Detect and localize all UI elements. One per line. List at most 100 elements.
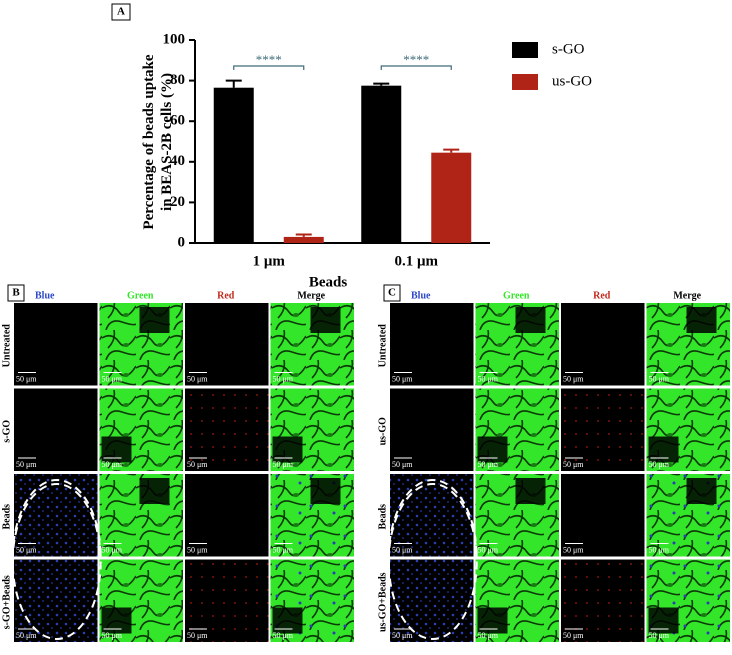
micrograph	[390, 388, 474, 471]
scale-bar-label: 50 μm	[563, 374, 584, 383]
micrograph	[14, 303, 98, 386]
significance-bracket	[233, 65, 305, 70]
column-header: Green	[503, 290, 530, 301]
row-label: us-GO	[377, 417, 388, 446]
panel-label-box	[7, 284, 25, 302]
bar	[213, 87, 254, 243]
scale-bar-label: 50 μm	[649, 545, 670, 554]
row-label: Beads	[377, 504, 388, 530]
y-tick-label: 60	[170, 113, 185, 129]
column-header: Merge	[673, 290, 701, 301]
micrograph-gap	[477, 436, 508, 463]
significance-label: ****	[256, 52, 282, 67]
legend-label: us-GO	[552, 73, 592, 89]
scale-bar-label: 50 μm	[392, 545, 413, 554]
panel-label-box	[383, 284, 401, 302]
legend-swatch	[512, 74, 538, 90]
scale-bar-label: 50 μm	[16, 545, 37, 554]
micrograph-gap	[477, 607, 508, 634]
y-axis-label-line: Percentage of beads uptake	[141, 54, 157, 229]
micrograph-gap	[139, 478, 170, 504]
significance-bracket	[380, 65, 452, 70]
scale-bar-label: 50 μm	[649, 374, 670, 383]
micrograph-gap	[272, 436, 303, 463]
micrograph	[390, 474, 474, 557]
micrograph	[561, 474, 645, 557]
scale-bar-label: 50 μm	[649, 631, 670, 640]
scale-bar-label: 50 μm	[102, 374, 123, 383]
micrograph-gap	[272, 607, 303, 634]
scale-bar-label: 50 μm	[102, 631, 123, 640]
scale-bar-label: 50 μm	[392, 460, 413, 469]
micrograph	[561, 303, 645, 386]
micrograph	[390, 303, 474, 386]
scale-bar-label: 50 μm	[478, 631, 499, 640]
scale-bar-label: 50 μm	[478, 374, 499, 383]
y-axis-label: Percentage of beads uptake in BEAS-2B cel…	[141, 54, 175, 229]
scale-bar-label: 50 μm	[478, 460, 499, 469]
micrograph-gap	[139, 307, 170, 333]
scale-bar-label: 50 μm	[187, 374, 208, 383]
y-tick-label: 100	[163, 31, 186, 47]
scale-bar-label: 50 μm	[392, 374, 413, 383]
micrograph	[561, 388, 645, 471]
error-bar	[225, 79, 242, 88]
micrograph	[185, 474, 269, 557]
micrograph	[14, 474, 98, 557]
x-axis-label: Beads	[309, 274, 348, 290]
panel-label-box	[111, 3, 131, 21]
legend-swatch	[512, 42, 538, 58]
micrograph-gap	[101, 436, 132, 463]
bar	[283, 236, 324, 243]
micrograph-gap	[515, 307, 546, 333]
scale-bar-label: 50 μm	[102, 545, 123, 554]
panel-label: A	[117, 6, 125, 18]
scale-bar-label: 50 μm	[563, 631, 584, 640]
y-tick-label: 80	[170, 72, 185, 88]
row-label: Untreated	[1, 324, 12, 368]
x-tick-label: 1 μm	[253, 253, 286, 269]
bar	[361, 85, 402, 243]
scale-bar-label: 50 μm	[273, 545, 294, 554]
micrograph-gap	[515, 478, 546, 504]
y-tick-label: 40	[170, 153, 185, 169]
row-label: Beads	[1, 504, 12, 530]
micrograph-gap	[101, 607, 132, 634]
y-axis-label-line: in BEAS-2B cells (%)	[159, 73, 175, 211]
row-label: us-GO+Beads	[377, 572, 388, 632]
micrograph-gap	[310, 478, 341, 504]
row-label: s-GO	[1, 420, 12, 443]
micrograph	[390, 559, 474, 642]
scale-bar-label: 50 μm	[187, 631, 208, 640]
column-header: Red	[593, 290, 611, 301]
bar	[431, 152, 472, 243]
column-header: Blue	[411, 290, 431, 301]
micrograph	[14, 388, 98, 471]
scale-bar-label: 50 μm	[273, 631, 294, 640]
column-header: Green	[127, 290, 154, 301]
column-header: Merge	[297, 290, 325, 301]
micrograph	[561, 559, 645, 642]
scale-bar-label: 50 μm	[16, 460, 37, 469]
beads-outline	[11, 483, 102, 640]
significance-label: ****	[403, 52, 429, 67]
row-label: Untreated	[377, 324, 388, 368]
scale-bar-label: 50 μm	[187, 460, 208, 469]
micrograph-gap	[686, 478, 717, 504]
scale-bar-label: 50 μm	[187, 545, 208, 554]
micrograph-gap	[310, 307, 341, 333]
beads-outline	[387, 483, 478, 640]
micrograph-gap	[648, 436, 679, 463]
panel-label: B	[12, 287, 20, 299]
scale-bar-label: 50 μm	[392, 631, 413, 640]
y-tick-label: 0	[178, 234, 186, 250]
scale-bar-label: 50 μm	[16, 631, 37, 640]
x-tick-label: 0.1 μm	[395, 253, 439, 269]
scale-bar-label: 50 μm	[478, 545, 499, 554]
scale-bar-label: 50 μm	[563, 460, 584, 469]
scale-bar-label: 50 μm	[649, 460, 670, 469]
error-bar	[295, 233, 312, 237]
legend-label: s-GO	[552, 41, 585, 57]
micrograph	[185, 303, 269, 386]
